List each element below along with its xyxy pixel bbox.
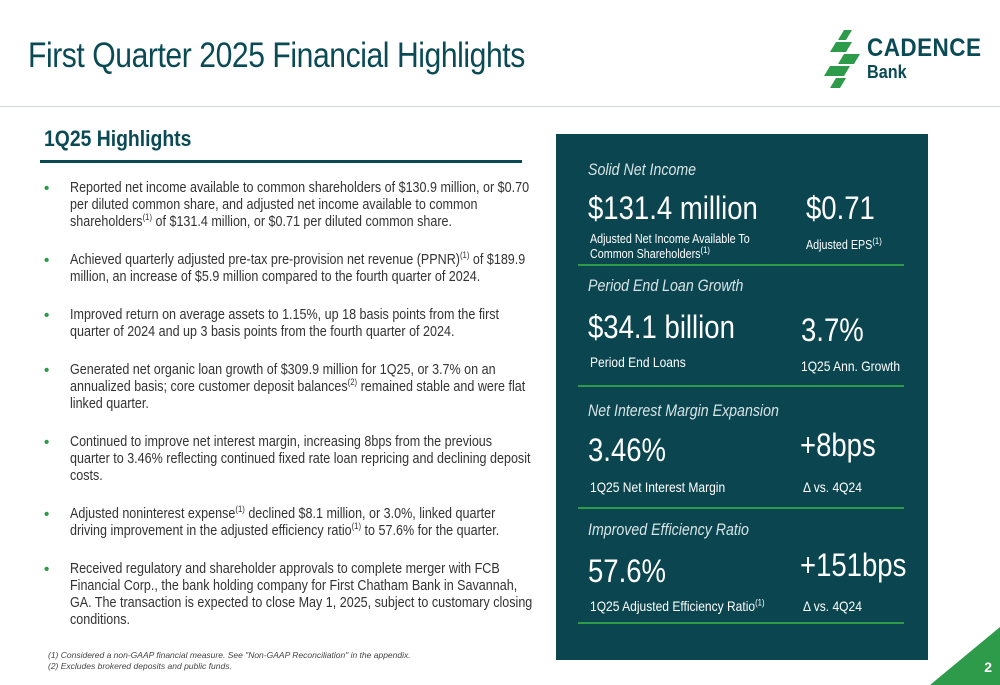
highlight-item: • Adjusted noninterest expense(1) decline… (44, 504, 534, 540)
bullet-icon: • (44, 362, 50, 379)
loans-value: $34.1 billion (588, 309, 735, 345)
nim-change-value: +8bps (800, 427, 876, 463)
highlight-item: • Reported net income available to common… (44, 180, 534, 231)
bullet-icon: • (44, 252, 50, 269)
cadence-leaf-icon (824, 30, 860, 88)
logo-sub: Bank (867, 62, 907, 82)
nim-value: 3.46% (588, 432, 667, 468)
eps-value: $0.71 (806, 190, 875, 226)
footnotes: (1) Considered a non-GAAP financial meas… (48, 650, 411, 672)
bullet-icon: • (44, 180, 50, 197)
footnote: (2) Excludes brokered deposits and publi… (48, 661, 232, 671)
highlight-item: • Improved return on average assets to 1.… (44, 307, 534, 341)
metrics-panel (556, 134, 928, 660)
section-divider (578, 622, 904, 624)
header-divider (0, 106, 1000, 107)
loans-label: Period End Loans (590, 354, 686, 370)
efficiency-label: 1Q25 Adjusted Efficiency Ratio(1) (590, 597, 765, 614)
highlight-text: Reported net income available to common … (70, 180, 530, 230)
efficiency-value: 57.6% (588, 553, 667, 589)
nim-label: 1Q25 Net Interest Margin (590, 479, 726, 495)
highlights-heading: 1Q25 Highlights (44, 126, 192, 151)
section-divider (578, 385, 904, 387)
net-income-label: Adjusted Net Income Available To Common … (590, 232, 750, 261)
net-income-title: Solid Net Income (588, 161, 697, 179)
bullet-icon: • (44, 561, 50, 578)
highlight-text: Adjusted noninterest expense(1) declined… (70, 504, 500, 539)
section-divider (578, 264, 904, 266)
nim-title: Net Interest Margin Expansion (588, 402, 779, 420)
section-divider (578, 507, 904, 509)
highlights-list: • Reported net income available to common… (44, 180, 534, 650)
net-income-value: $131.4 million (588, 190, 758, 226)
logo-name: CADENCE (867, 34, 982, 62)
efficiency-change-value: +151bps (800, 547, 907, 583)
loan-growth-label: 1Q25 Ann. Growth (801, 358, 901, 374)
bullet-icon: • (44, 434, 50, 451)
highlight-text: Improved return on average assets to 1.1… (70, 307, 500, 340)
efficiency-title: Improved Efficiency Ratio (588, 521, 749, 539)
highlight-item: • Received regulatory and shareholder app… (44, 561, 534, 629)
efficiency-change-label: Δ vs. 4Q24 (803, 598, 862, 614)
corner-accent-shape (930, 627, 1000, 685)
footnote: (1) Considered a non-GAAP financial meas… (48, 650, 411, 660)
bullet-icon: • (44, 307, 50, 324)
highlight-text: Generated net organic loan growth of $30… (70, 362, 526, 412)
loans-title: Period End Loan Growth (588, 277, 744, 295)
highlight-text: Continued to improve net interest margin… (70, 434, 531, 484)
highlight-item: • Generated net organic loan growth of $3… (44, 362, 534, 413)
eps-label: Adjusted EPS(1) (806, 235, 882, 252)
highlight-item: • Achieved quarterly adjusted pre-tax pre… (44, 250, 534, 286)
highlight-text: Achieved quarterly adjusted pre-tax pre-… (70, 250, 526, 285)
bullet-icon: • (44, 506, 50, 523)
highlight-text: Received regulatory and shareholder appr… (70, 561, 533, 628)
highlights-divider (40, 160, 522, 163)
loan-growth-value: 3.7% (801, 312, 864, 348)
highlight-item: • Continued to improve net interest margi… (44, 434, 534, 485)
page-title: First Quarter 2025 Financial Highlights (28, 36, 525, 75)
page-number: 2 (984, 659, 992, 675)
nim-change-label: Δ vs. 4Q24 (803, 479, 862, 495)
cadence-bank-logo: CADENCE Bank (822, 28, 982, 90)
